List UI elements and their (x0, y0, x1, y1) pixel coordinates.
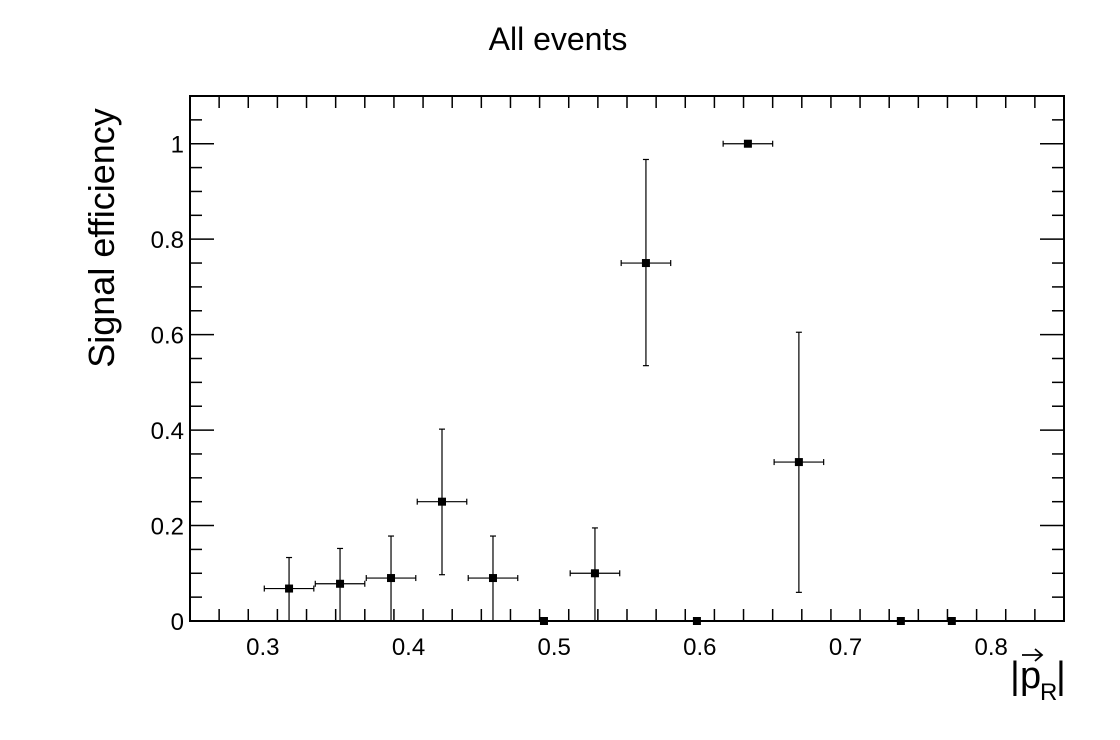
y-tick-label: 0.8 (151, 227, 184, 254)
plot-frame (189, 95, 1065, 622)
x-tick-label: 0.6 (683, 634, 716, 661)
data-point (773, 331, 825, 593)
data-point (314, 547, 366, 622)
y-tick-label: 0.6 (151, 323, 184, 350)
data-point (692, 617, 701, 625)
data-points (263, 139, 956, 625)
x-tick-label: 0.3 (246, 634, 279, 661)
x-axis-label-subscript: R (1040, 679, 1057, 706)
y-tick-label: 1 (171, 132, 184, 159)
square-marker (743, 139, 752, 148)
x-axis-label-symbol: p (1020, 655, 1041, 697)
square-marker (896, 617, 905, 625)
data-point (569, 527, 621, 622)
square-marker (590, 569, 599, 578)
data-point (263, 556, 315, 622)
square-marker (947, 617, 956, 625)
data-point (365, 535, 417, 622)
square-marker (641, 259, 650, 268)
square-marker (285, 584, 294, 593)
data-point (539, 617, 548, 625)
data-point (947, 617, 956, 625)
square-marker (692, 617, 701, 625)
data-point (620, 158, 672, 367)
square-marker (336, 579, 345, 588)
x-axis-ticks: 0.3 0.4 0.5 0.6 0.7 0.8 (189, 96, 1065, 661)
chart-title: All events (489, 21, 628, 57)
y-tick-label: 0.4 (151, 418, 184, 445)
x-tick-label: 0.8 (974, 634, 1007, 661)
x-axis-label-pipe-right: | (1056, 655, 1066, 697)
title-background (458, 14, 658, 62)
x-axis-label-pipe-left: | (1010, 655, 1020, 697)
square-marker (794, 458, 803, 467)
y-tick-label: 0.2 (151, 514, 184, 541)
x-tick-label: 0.5 (537, 634, 570, 661)
data-point (416, 428, 468, 576)
x-tick-label: 0.4 (392, 634, 425, 661)
y-axis-ticks: 0 0.2 0.4 0.6 0.8 1 (151, 95, 1064, 636)
square-marker (488, 574, 497, 583)
vector-arrow-icon (1022, 648, 1044, 662)
data-point (896, 617, 905, 625)
square-marker (438, 497, 447, 506)
square-marker (539, 617, 548, 625)
x-axis-label: | p R | (1010, 648, 1066, 706)
data-point (722, 139, 774, 148)
data-point (467, 535, 519, 622)
y-tick-label: 0 (171, 609, 184, 636)
x-tick-label: 0.7 (829, 634, 862, 661)
y-axis-label: Signal efficiency (81, 108, 122, 368)
square-marker (387, 574, 396, 583)
